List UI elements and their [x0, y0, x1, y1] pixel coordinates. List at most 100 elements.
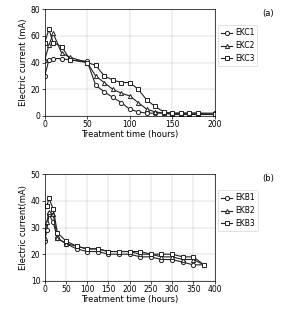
Y-axis label: Electric current(mA): Electric current(mA) — [19, 185, 28, 270]
Line: EKC3: EKC3 — [43, 27, 217, 117]
EKC3 — [162, 110, 165, 114]
EKC3 — [111, 78, 114, 82]
EKC3 — [94, 63, 97, 67]
EKC2 — [51, 32, 55, 35]
EKC2 — [119, 91, 123, 95]
EKC1 — [111, 95, 114, 99]
EKB3 — [139, 250, 142, 253]
EKC1 — [60, 57, 63, 61]
EKC3 — [145, 98, 148, 102]
EKB2 — [85, 247, 89, 251]
EKB1 — [51, 220, 55, 224]
EKC1 — [128, 107, 131, 111]
EKB3 — [149, 252, 153, 256]
EKB3 — [56, 231, 59, 235]
EKC2 — [103, 81, 106, 85]
EKC3 — [187, 111, 191, 115]
EKB3 — [181, 255, 184, 259]
EKC2 — [111, 87, 114, 91]
EKB3 — [117, 250, 121, 253]
EKB2 — [64, 242, 68, 246]
EKC3 — [213, 113, 216, 116]
EKC1 — [85, 59, 89, 63]
EKB2 — [47, 210, 51, 213]
Line: EKB3: EKB3 — [43, 196, 206, 267]
EKB3 — [51, 207, 55, 211]
EKB1 — [192, 263, 195, 267]
EKC2 — [145, 107, 148, 111]
EKC2 — [170, 113, 174, 116]
EKC3 — [153, 105, 157, 108]
Line: EKC1: EKC1 — [43, 56, 217, 115]
Legend: EKC1, EKC2, EKC3: EKC1, EKC2, EKC3 — [218, 25, 257, 66]
EKC3 — [103, 74, 106, 78]
EKB1 — [170, 258, 174, 261]
EKB2 — [170, 255, 174, 259]
EKC2 — [43, 58, 46, 62]
EKC1 — [103, 90, 106, 94]
EKB3 — [43, 204, 46, 208]
EKB2 — [51, 212, 55, 216]
EKC3 — [136, 87, 140, 91]
EKB2 — [56, 236, 59, 240]
Line: EKB1: EKB1 — [43, 212, 206, 267]
EKC1 — [94, 83, 97, 87]
EKB2 — [202, 263, 206, 267]
EKB3 — [160, 252, 163, 256]
EKC3 — [69, 58, 72, 62]
EKC3 — [196, 111, 199, 115]
EKB1 — [43, 239, 46, 243]
EKB1 — [117, 252, 121, 256]
EKB2 — [96, 247, 100, 251]
EKC3 — [119, 81, 123, 85]
EKC1 — [43, 74, 46, 78]
EKC1 — [187, 111, 191, 115]
EKC3 — [128, 81, 131, 85]
Y-axis label: Electric current (mA): Electric current (mA) — [19, 19, 28, 106]
EKC2 — [47, 43, 51, 47]
EKB3 — [202, 263, 206, 267]
X-axis label: Treatment time (hours): Treatment time (hours) — [81, 130, 178, 139]
EKB1 — [149, 255, 153, 259]
EKB2 — [192, 258, 195, 261]
EKC1 — [51, 57, 55, 61]
EKB2 — [43, 236, 46, 240]
EKC2 — [162, 111, 165, 115]
EKB2 — [160, 255, 163, 259]
EKC1 — [162, 111, 165, 115]
EKC2 — [60, 51, 63, 55]
EKB3 — [170, 252, 174, 256]
EKC1 — [136, 110, 140, 114]
EKB3 — [75, 244, 78, 248]
EKB1 — [107, 252, 110, 256]
EKB3 — [47, 197, 51, 200]
EKC1 — [170, 111, 174, 115]
EKB1 — [47, 212, 51, 216]
EKC2 — [196, 113, 199, 116]
EKC1 — [69, 58, 72, 62]
EKB3 — [128, 250, 131, 253]
Text: (b): (b) — [262, 174, 274, 183]
EKB2 — [128, 250, 131, 253]
EKC2 — [69, 56, 72, 59]
EKC3 — [60, 45, 63, 48]
EKC1 — [47, 58, 51, 62]
EKB1 — [64, 242, 68, 246]
EKC1 — [145, 111, 148, 115]
EKB2 — [75, 244, 78, 248]
EKB1 — [96, 250, 100, 253]
EKC2 — [85, 61, 89, 65]
EKB2 — [181, 258, 184, 261]
EKB1 — [56, 236, 59, 240]
EKC3 — [43, 41, 46, 45]
EKB2 — [139, 252, 142, 256]
EKC2 — [153, 110, 157, 114]
Line: EKC2: EKC2 — [43, 31, 217, 117]
EKB3 — [96, 247, 100, 251]
EKC2 — [179, 113, 182, 116]
EKB2 — [107, 250, 110, 253]
EKC2 — [94, 74, 97, 78]
EKB1 — [85, 250, 89, 253]
EKC1 — [179, 111, 182, 115]
EKC3 — [47, 27, 51, 31]
